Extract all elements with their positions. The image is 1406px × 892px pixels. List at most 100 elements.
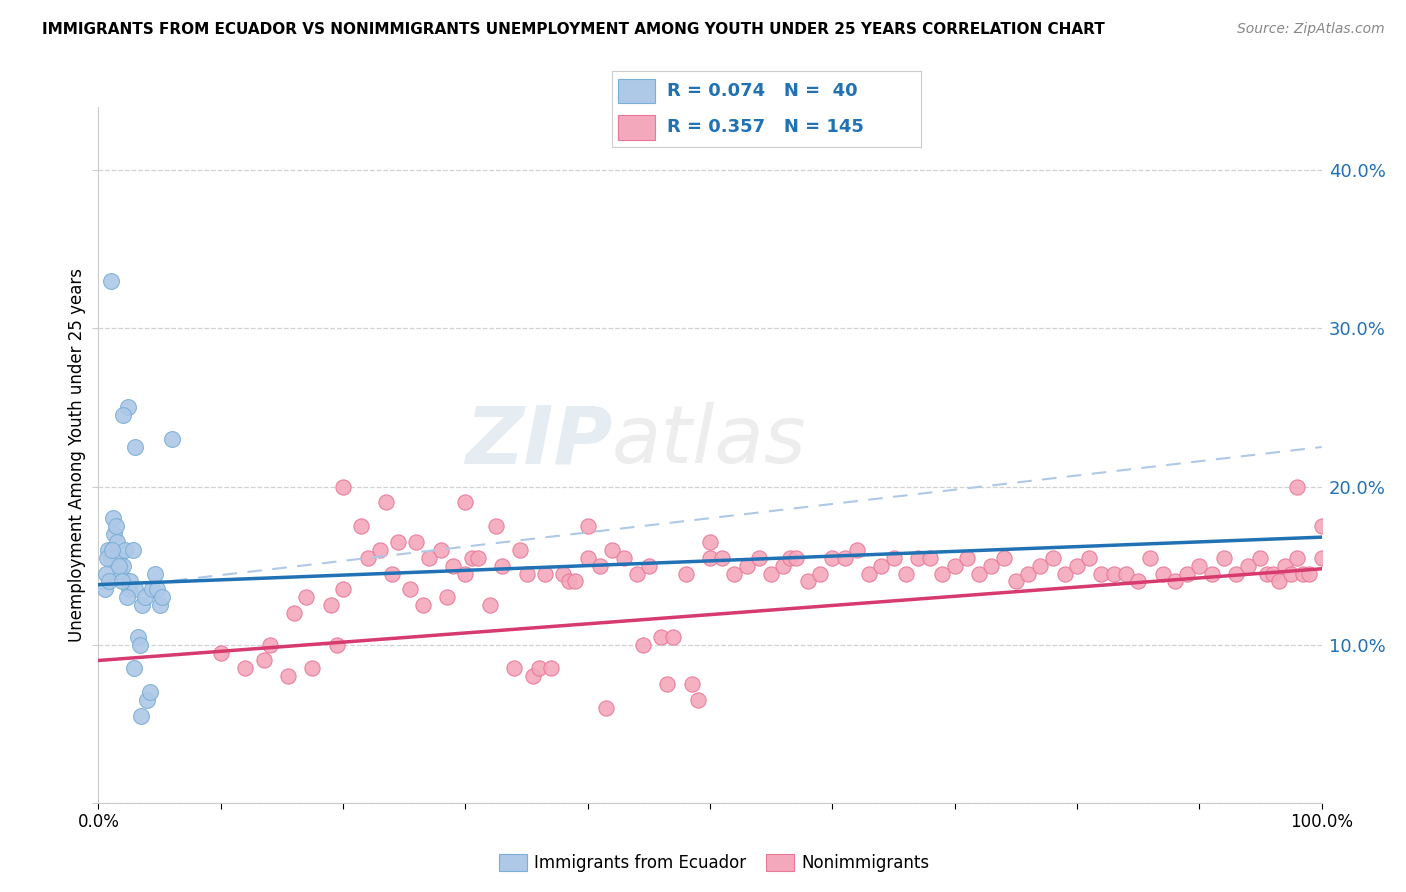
Point (233, 661, 256, 675)
Point (600, 542, 623, 557)
Point (146, 582, 169, 597)
Point (894, 566, 917, 581)
Point (399, 582, 422, 597)
Point (1090, 566, 1112, 581)
Point (1042, 550, 1064, 565)
Point (105, 534, 128, 549)
Point (277, 669, 299, 683)
Point (522, 669, 544, 683)
Point (136, 693, 159, 707)
Point (772, 558, 794, 573)
Point (576, 519, 599, 533)
Point (686, 693, 709, 707)
Point (564, 574, 586, 589)
Point (534, 566, 557, 581)
Point (503, 661, 526, 675)
Point (527, 661, 550, 675)
Point (467, 550, 489, 565)
Point (1201, 566, 1223, 581)
Point (1212, 550, 1234, 565)
Text: Immigrants from Ecuador: Immigrants from Ecuador (534, 854, 747, 871)
Point (515, 566, 537, 581)
Point (1310, 519, 1333, 533)
Point (1261, 566, 1284, 581)
Point (1274, 558, 1296, 573)
Point (638, 558, 661, 573)
Point (368, 542, 391, 557)
Point (993, 550, 1015, 565)
Y-axis label: Unemployment Among Youth under 25 years: Unemployment Among Youth under 25 years (67, 268, 86, 642)
Point (735, 558, 758, 573)
Point (967, 566, 990, 581)
Point (1292, 566, 1315, 581)
Point (405, 534, 427, 549)
Point (761, 566, 783, 581)
Text: R = 0.074   N =  40: R = 0.074 N = 40 (668, 82, 858, 100)
Point (1298, 566, 1320, 581)
Point (283, 606, 305, 620)
Point (1188, 558, 1211, 573)
Point (1066, 558, 1088, 573)
Point (350, 519, 373, 533)
Point (808, 566, 831, 581)
Point (626, 566, 648, 581)
Point (1128, 574, 1150, 589)
Point (319, 598, 342, 612)
Point (1279, 566, 1302, 581)
Point (412, 598, 434, 612)
Point (120, 574, 142, 589)
Point (114, 542, 136, 557)
Point (100, 274, 122, 288)
Point (675, 566, 697, 581)
Point (657, 677, 679, 691)
Text: ZIP: ZIP (465, 402, 612, 480)
Point (1310, 550, 1333, 565)
Point (124, 582, 146, 597)
Point (779, 550, 801, 565)
Point (870, 558, 893, 573)
Point (1237, 558, 1260, 573)
Point (356, 550, 378, 565)
Point (1139, 550, 1161, 565)
Point (1225, 566, 1247, 581)
Point (387, 534, 409, 549)
Point (711, 550, 734, 565)
Point (1268, 574, 1291, 589)
Point (430, 542, 453, 557)
Point (883, 550, 905, 565)
Point (121, 542, 143, 557)
Point (681, 677, 703, 691)
Point (101, 542, 124, 557)
Point (93, 582, 115, 597)
Point (418, 550, 440, 565)
Point (1017, 566, 1039, 581)
Point (943, 558, 966, 573)
Point (956, 550, 979, 565)
Point (858, 566, 880, 581)
Point (129, 708, 152, 723)
Point (97, 542, 120, 557)
Point (139, 685, 162, 699)
Point (1164, 574, 1187, 589)
Point (553, 566, 575, 581)
Point (1286, 479, 1309, 493)
Bar (617, 79, 655, 103)
Point (122, 661, 145, 675)
Point (332, 582, 354, 597)
Point (143, 566, 166, 581)
Point (101, 511, 124, 525)
Point (845, 542, 868, 557)
Point (834, 550, 856, 565)
Point (107, 550, 129, 565)
Text: IMMIGRANTS FROM ECUADOR VS NONIMMIGRANTS UNEMPLOYMENT AMONG YOUTH UNDER 25 YEARS: IMMIGRANTS FROM ECUADOR VS NONIMMIGRANTS… (42, 22, 1105, 37)
Point (662, 630, 685, 644)
Point (907, 550, 929, 565)
Point (1286, 550, 1309, 565)
Point (103, 527, 125, 541)
Point (111, 574, 134, 589)
Point (115, 591, 138, 605)
Point (1004, 574, 1026, 589)
Point (124, 440, 146, 454)
Point (797, 574, 820, 589)
Point (441, 558, 464, 573)
